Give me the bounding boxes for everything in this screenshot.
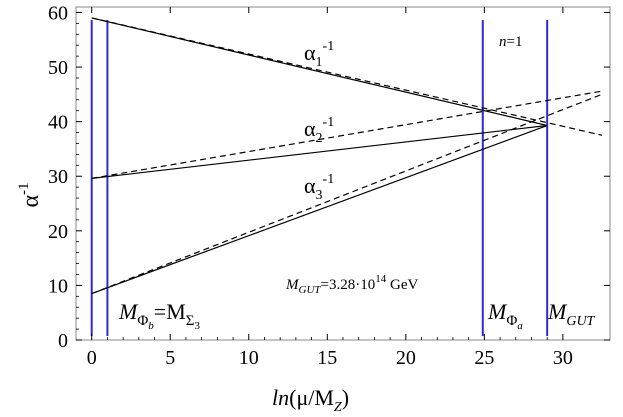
x-tick-label-10: 10 [239, 347, 259, 369]
x-tick-label-20: 20 [396, 347, 416, 369]
solid-line-2 [91, 124, 548, 295]
series-lines [91, 17, 603, 295]
solid-line-1 [91, 124, 548, 179]
alpha1-label: α1-1 [304, 39, 334, 70]
x-tick-label-5: 5 [165, 347, 175, 369]
dashed-line-3 [91, 17, 603, 136]
y-tick-label-20: 20 [48, 221, 68, 243]
mgut-value-annotation: MGUT=3.28·1014 GeV [285, 273, 418, 296]
y-axis-title: α-1 [16, 182, 44, 207]
y-tick-label-60: 60 [48, 2, 68, 24]
y-tick-label-10: 10 [48, 275, 68, 297]
x-tick-label-25: 25 [474, 347, 494, 369]
axis-ticks: 0 5 10 15 20 25 30 0 10 20 30 40 50 60 [48, 2, 610, 369]
x-tick-label-0: 0 [87, 347, 97, 369]
y-tick-label-0: 0 [58, 330, 68, 352]
solid-line-0 [91, 17, 548, 127]
x-tick-label-30: 30 [553, 347, 573, 369]
x-tick-label-15: 15 [317, 347, 337, 369]
y-tick-label-30: 30 [48, 166, 68, 188]
n-label: n=1 [499, 34, 522, 50]
alpha2-label: α2-1 [304, 115, 334, 146]
dashed-line-4 [91, 90, 603, 179]
m-gut-label: MGUT [547, 299, 596, 329]
x-axis-title: ln(μ/MZ) [272, 385, 349, 415]
dashed-line-5 [91, 93, 603, 295]
m-phi-a-label: MΦa [487, 299, 523, 332]
alpha3-label: α3-1 [304, 172, 334, 203]
m-phi-b-label: MΦb=MΣ3 [118, 299, 201, 332]
y-tick-label-50: 50 [48, 57, 68, 79]
y-tick-label-40: 40 [48, 112, 68, 134]
